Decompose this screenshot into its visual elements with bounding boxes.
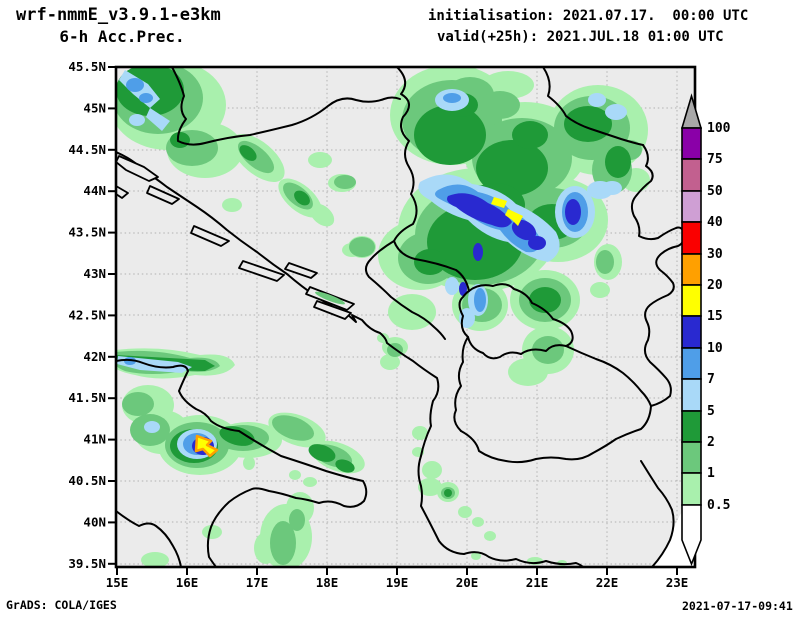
product-title: 6-h Acc.Prec.: [59, 27, 185, 46]
colorbar-tick-label: 7: [707, 372, 715, 387]
border-greece-north: [460, 405, 652, 464]
border-albania-macedonia: [453, 336, 469, 432]
colorbar-segment: [681, 158, 702, 192]
x-tick-label: 23E: [666, 575, 689, 590]
coast-adriatic-east: [116, 151, 584, 567]
x-tick-label: 21E: [526, 575, 549, 590]
colorbar-segment: [681, 410, 702, 443]
y-tick-label: 42N: [83, 349, 106, 364]
y-tick-label: 40.5N: [68, 473, 106, 488]
colorbar-segment: [681, 253, 702, 286]
colorbar-segment: [681, 315, 702, 349]
y-tick-label: 45.5N: [68, 59, 106, 74]
x-axis-labels: 15E 16E 17E 18E 19E 20E 21E 22E 23E: [106, 575, 689, 590]
colorbar: 100 75 50 40 30 20 15 10 7 5 2 1 0.5: [680, 93, 731, 567]
y-tick-label: 40N: [83, 514, 106, 529]
border-danube: [542, 67, 644, 146]
coastlines-and-borders: [116, 67, 686, 567]
grads-credit: GrADS: COLA/IGES: [6, 598, 117, 612]
render-timestamp: 2021-07-17-09:41: [682, 599, 793, 613]
colorbar-tick-label: 10: [707, 341, 723, 356]
x-tick-label: 19E: [386, 575, 409, 590]
colorbar-labels: 100 75 50 40 30 20 15 10 7 5 2 1 0.5: [707, 121, 731, 513]
valid-time-label: valid(+25h): 2021.JUL.18 01:00 UTC: [437, 29, 724, 45]
adriatic-islands: [116, 155, 355, 320]
y-tick-label: 41N: [83, 432, 106, 447]
x-tick-label: 18E: [316, 575, 339, 590]
y-tick-label: 41.5N: [68, 390, 106, 405]
colorbar-segment: [681, 347, 702, 380]
y-tick-label: 43.5N: [68, 225, 106, 240]
y-axis-labels: 45.5N 45N 44.5N 44N 43.5N 43N 42.5N 42N …: [68, 59, 106, 571]
border-bosnia-montenegro: [365, 240, 446, 340]
y-tick-label: 44.5N: [68, 142, 106, 157]
colorbar-tick-label: 50: [707, 184, 723, 199]
coast-aegean: [640, 460, 675, 567]
colorbar-segment: [681, 190, 702, 223]
colorbar-tick-label: 20: [707, 278, 723, 293]
colorbar-segment: [681, 221, 702, 255]
model-title: wrf-nmmE_v3.9.1-e3km: [16, 5, 221, 25]
y-tick-label: 45N: [83, 100, 106, 115]
border-macedonia-north: [565, 345, 652, 407]
colorbar-tick-label: 5: [707, 404, 715, 419]
border-bulgaria: [630, 144, 686, 407]
border-drina: [393, 67, 470, 292]
x-tick-label: 22E: [596, 575, 619, 590]
init-time-label: initialisation: 2021.07.17. 00:00 UTC: [428, 8, 749, 24]
axis-ticks: [108, 66, 678, 575]
colorbar-segment: [681, 441, 702, 474]
colorbar-segment: [681, 472, 702, 506]
y-tick-label: 39.5N: [68, 556, 106, 571]
border-croatia-bosnia: [171, 67, 401, 146]
x-tick-label: 16E: [176, 575, 199, 590]
y-tick-label: 44N: [83, 183, 106, 198]
colorbar-tick-label: 15: [707, 309, 723, 324]
colorbar-tick-label: 30: [707, 247, 723, 262]
x-tick-label: 20E: [456, 575, 479, 590]
y-tick-label: 43N: [83, 266, 106, 281]
colorbar-tick-label: 40: [707, 215, 723, 230]
coast-italy-puglia: [116, 358, 368, 567]
colorbar-tick-label: 1: [707, 466, 715, 481]
coast-italy-calabria: [116, 510, 182, 567]
colorbar-tick-label: 0.5: [707, 498, 730, 513]
x-tick-label: 15E: [106, 575, 129, 590]
border-kosovo: [458, 283, 574, 360]
colorbar-segment: [681, 284, 702, 317]
colorbar-tick-label: 75: [707, 152, 723, 167]
precip-yellow-maxima: [194, 197, 523, 458]
colorbar-segment: [681, 378, 702, 412]
y-tick-label: 42.5N: [68, 307, 106, 322]
colorbar-tick-label: 2: [707, 435, 715, 450]
colorbar-segment: [681, 127, 702, 160]
colorbar-underflow-arrow: [681, 504, 702, 567]
colorbar-tick-label: 100: [707, 121, 731, 136]
x-tick-label: 17E: [246, 575, 269, 590]
